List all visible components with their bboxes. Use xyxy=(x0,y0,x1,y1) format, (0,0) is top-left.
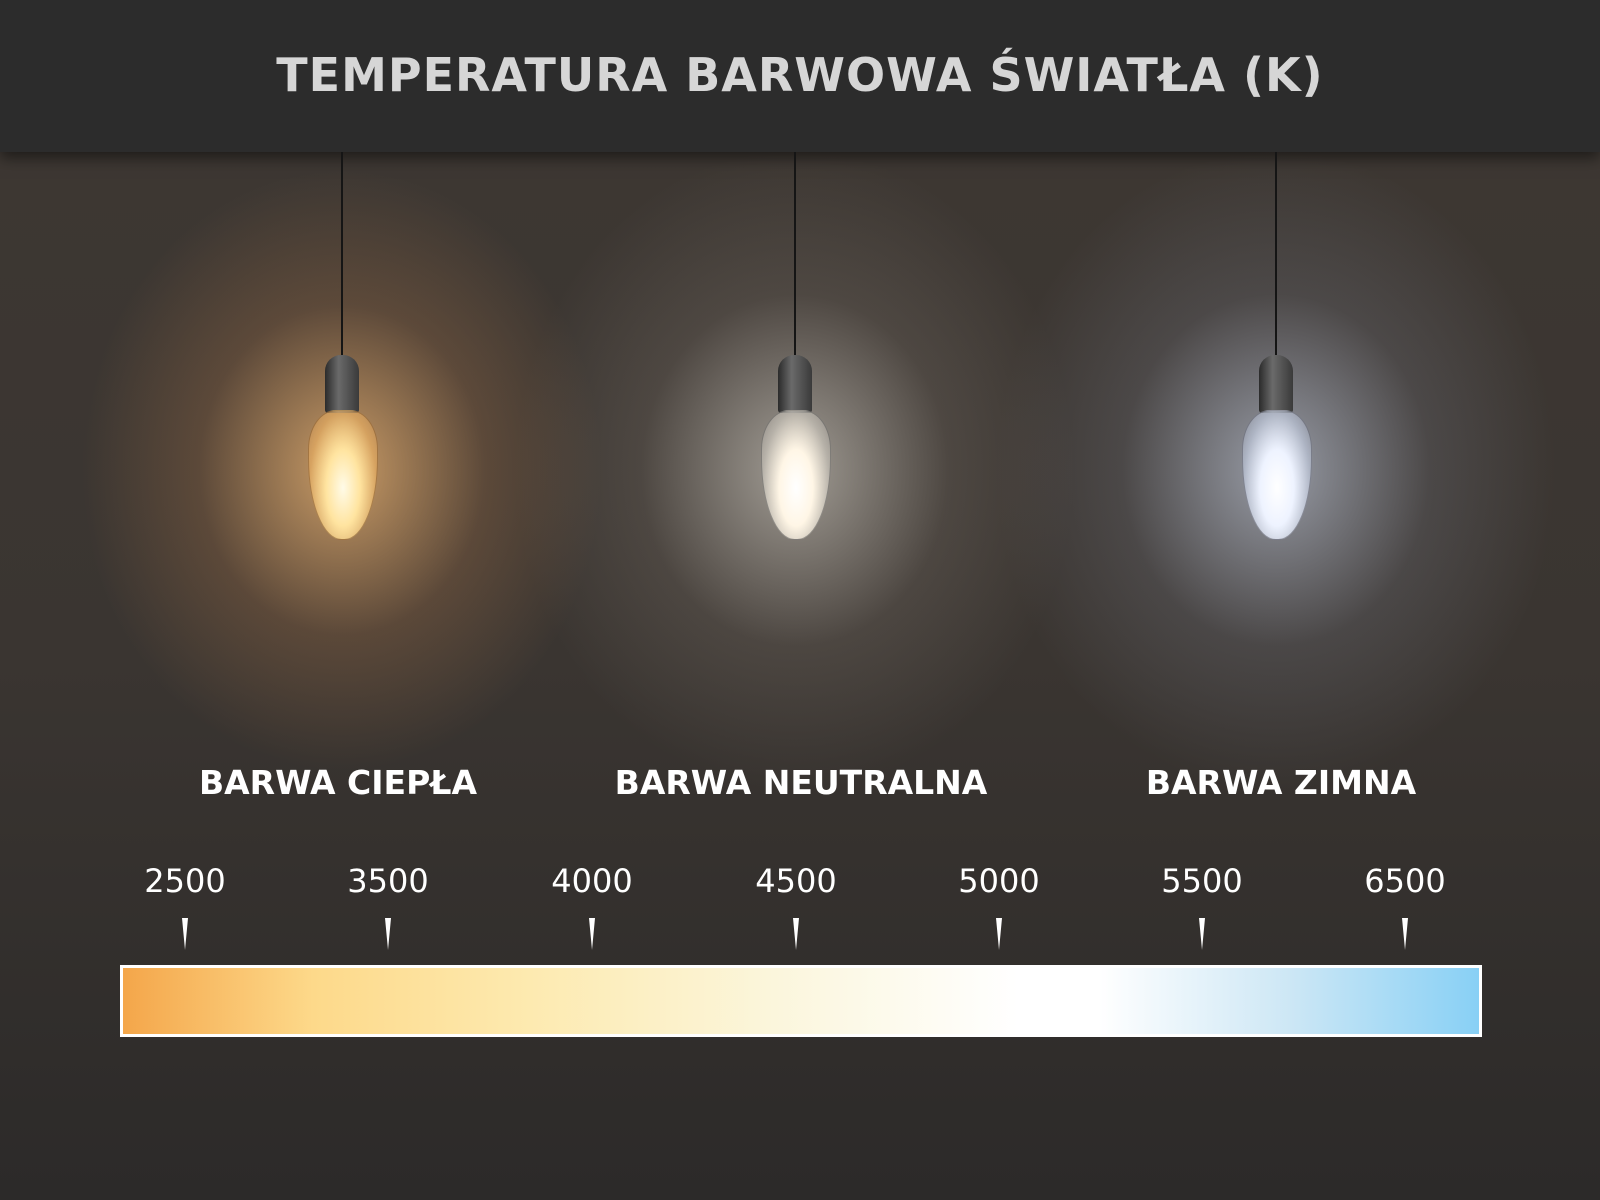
label-cool: BARWA ZIMNA xyxy=(1145,763,1417,802)
cable xyxy=(1275,152,1277,357)
cable xyxy=(794,152,796,357)
socket xyxy=(778,355,812,413)
label-neutral: BARWA NEUTRALNA xyxy=(614,763,988,802)
socket xyxy=(325,355,359,413)
tick-marker-icon xyxy=(793,918,799,950)
tick-label: 6500 xyxy=(1364,862,1446,900)
tick-marker-icon xyxy=(1402,918,1408,950)
cable xyxy=(341,152,343,357)
color-temperature-gradient-bar xyxy=(120,965,1482,1037)
tick-marker-icon xyxy=(1199,918,1205,950)
bulb-icon xyxy=(1242,410,1312,540)
header: TEMPERATURA BARWOWA ŚWIATŁA (K) xyxy=(0,0,1600,152)
tick-marker-icon xyxy=(996,918,1002,950)
tick-label: 5000 xyxy=(958,862,1040,900)
tick-marker-icon xyxy=(385,918,391,950)
tick-marker-icon xyxy=(589,918,595,950)
tick-label: 4000 xyxy=(551,862,633,900)
tick-label: 4500 xyxy=(755,862,837,900)
socket xyxy=(1259,355,1293,413)
tick-marker-icon xyxy=(182,918,188,950)
tick-label: 2500 xyxy=(144,862,226,900)
page-title: TEMPERATURA BARWOWA ŚWIATŁA (K) xyxy=(276,48,1324,102)
label-warm: BARWA CIEPŁA xyxy=(198,763,478,802)
tick-label: 5500 xyxy=(1161,862,1243,900)
tick-label: 3500 xyxy=(347,862,429,900)
